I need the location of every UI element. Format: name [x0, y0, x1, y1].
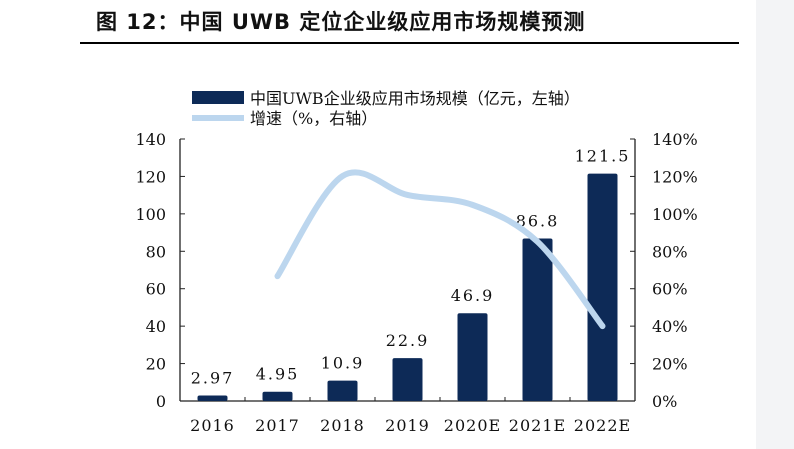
right-tick-label: 60%	[652, 280, 688, 299]
bar	[262, 391, 293, 401]
growth-line	[274, 169, 606, 330]
bar-value-label: 10.9	[321, 354, 365, 373]
bar-value-label: 46.9	[451, 286, 495, 305]
right-tick-label: 140%	[652, 130, 698, 149]
bar	[392, 358, 423, 401]
right-tick-label: 100%	[652, 205, 698, 224]
x-tick-label: 2020E	[444, 416, 501, 435]
chart: 0 20 40 60 80 100 120 140 0% 20% 40% 60% 80% 100% 120%…	[135, 89, 698, 435]
x-tick-label: 2018	[320, 416, 365, 435]
right-tick-label: 20%	[652, 355, 688, 374]
left-tick-label: 140	[135, 130, 166, 149]
bar-value-label: 2.97	[191, 368, 235, 387]
right-tick-label: 0%	[652, 392, 677, 411]
chart-title: 图 12：中国 UWB 定位企业级应用市场规模预测	[96, 10, 586, 34]
x-tick-label: 2016	[190, 416, 235, 435]
title-underline	[80, 42, 739, 44]
x-tick-label: 2019	[385, 416, 430, 435]
right-tick-label: 80%	[652, 242, 688, 261]
legend-bar-swatch	[192, 91, 244, 104]
right-tick-label: 120%	[652, 167, 698, 186]
bar-value-label: 4.95	[256, 365, 300, 384]
left-tick-label: 80	[146, 242, 166, 261]
side-panel	[756, 0, 794, 449]
left-tick-label: 0	[156, 392, 166, 411]
bar	[587, 173, 618, 401]
bar-value-label: 86.8	[516, 212, 560, 231]
right-tick-label: 40%	[652, 317, 688, 336]
x-tick-label: 2017	[255, 416, 300, 435]
legend-bar-label: 中国UWB企业级应用市场规模（亿元，左轴）	[250, 89, 580, 108]
x-tick-label: 2022E	[574, 416, 631, 435]
bar	[457, 313, 488, 401]
bar-value-label: 22.9	[386, 331, 430, 350]
bar-value-label: 121.5	[575, 147, 631, 166]
left-tick-label: 40	[146, 317, 166, 336]
x-tick-label: 2021E	[509, 416, 566, 435]
bar	[522, 238, 553, 401]
left-tick-label: 100	[135, 205, 166, 224]
left-tick-label: 20	[146, 355, 166, 374]
bar	[197, 395, 228, 401]
left-tick-label: 120	[135, 167, 166, 186]
bar	[327, 380, 358, 401]
legend-line-label: 增速（%，右轴）	[250, 109, 377, 128]
left-tick-label: 60	[146, 280, 166, 299]
